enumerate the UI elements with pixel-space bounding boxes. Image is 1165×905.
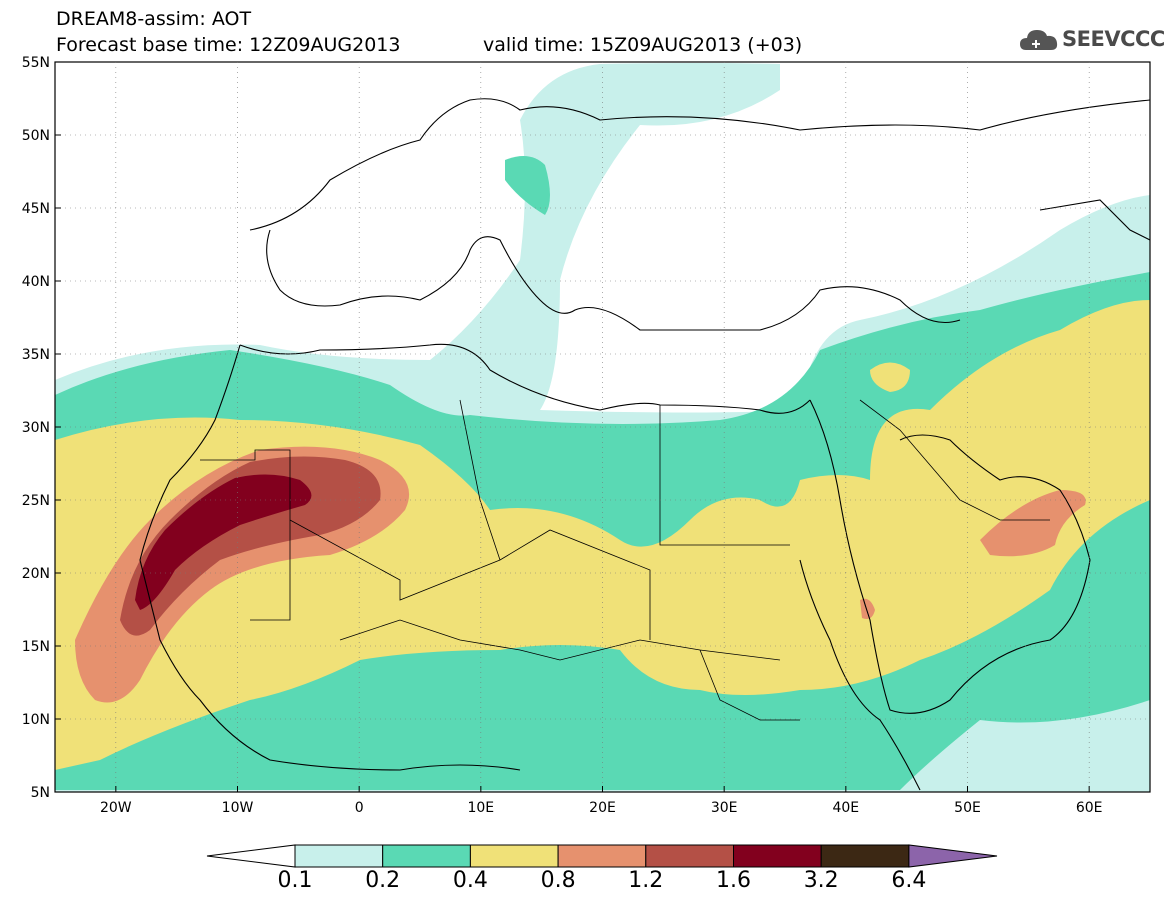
color-bar-label: 6.4 (891, 868, 927, 893)
lon-label: 30E (711, 800, 738, 816)
lon-label: 20E (589, 800, 616, 816)
color-bar-segment (294, 844, 384, 868)
cloud-icon (1020, 30, 1058, 50)
lat-label: 55N (22, 55, 50, 71)
lon-label: 20W (100, 800, 132, 816)
aot-spot-adriatic (505, 156, 550, 215)
lon-labels: 20W 10W 0 10E 20E 30E 40E 50E 60E (100, 786, 1103, 816)
aot-band-1.6 (135, 474, 312, 610)
lat-label: 20N (22, 566, 50, 582)
lat-label: 10N (22, 712, 50, 728)
color-bar-label: 0.2 (365, 868, 401, 893)
color-bar-low-arrow (206, 844, 296, 868)
color-bar-label: 0.4 (452, 868, 488, 893)
color-bar-segment (733, 844, 822, 868)
coastlines (139, 98, 1150, 791)
color-bar-label: 1.2 (628, 868, 664, 893)
lon-label: 60E (1076, 800, 1103, 816)
color-bar-label: 0.8 (540, 868, 576, 893)
lat-label: 50N (22, 128, 50, 144)
lon-label: 50E (954, 800, 981, 816)
color-bar (206, 844, 998, 868)
seevccc-logo: SEEVCCC (1018, 22, 1165, 58)
lat-label: 35N (22, 347, 50, 363)
aot-band-0.4-east (870, 362, 910, 392)
lat-label: 25N (22, 493, 50, 509)
lat-label: 30N (22, 420, 50, 436)
logo-text: SEEVCCC (1062, 27, 1165, 51)
map-title: DREAM8-assim: AOT (56, 8, 252, 30)
forecast-base-time: Forecast base time: 12Z09AUG2013 (56, 34, 401, 56)
lon-label: 40E (832, 800, 859, 816)
aot-band-0.8-gulf (980, 490, 1086, 557)
color-bar-label: 1.6 (716, 868, 751, 893)
color-bar-segment (820, 844, 910, 868)
lat-label: 45N (22, 201, 50, 217)
color-bar-label: 3.2 (803, 868, 839, 893)
gridlines (55, 62, 1150, 792)
lat-label: 40N (22, 274, 50, 290)
color-bar-high-arrow (908, 844, 998, 868)
lat-labels: 55N 50N 45N 40N 35N 30N 25N 20N 15N 10N 5N (22, 55, 61, 801)
color-bar-segment (469, 844, 559, 868)
color-bar-segment (382, 844, 471, 868)
valid-time: valid time: 15Z09AUG2013 (+03) (483, 34, 803, 56)
aot-spot-red-sea (860, 598, 875, 619)
lon-label: 10E (467, 800, 494, 816)
lon-label: 10W (222, 800, 254, 816)
lat-label: 5N (31, 785, 50, 801)
lat-label: 15N (22, 639, 50, 655)
color-bar-label: 0.1 (277, 868, 313, 893)
color-bar-segment (645, 844, 734, 868)
aot-band-1.2 (120, 456, 381, 636)
lon-label: 0 (355, 800, 364, 816)
color-bar-segment (557, 844, 647, 868)
